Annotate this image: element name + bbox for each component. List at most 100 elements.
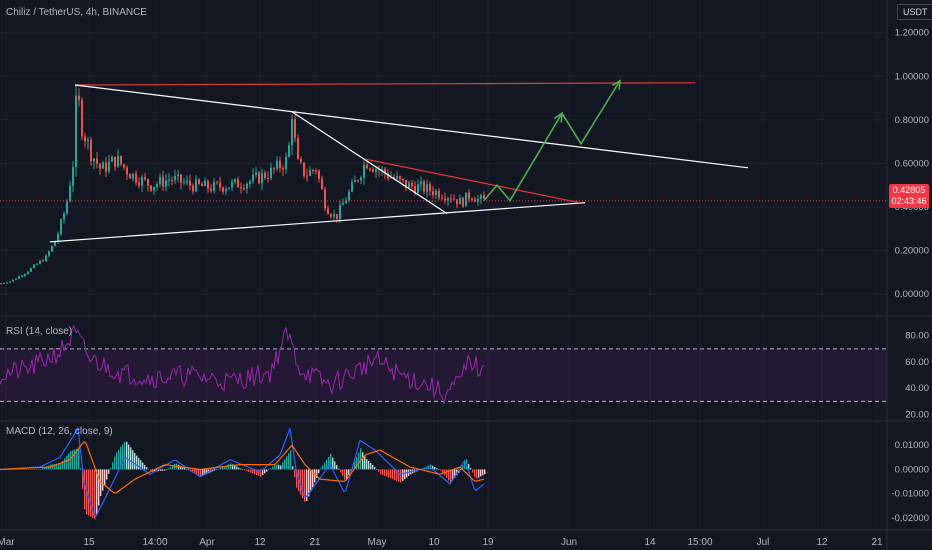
macd-histogram-bar [458, 469, 460, 473]
macd-histogram-bar [80, 468, 82, 470]
candle-body [468, 192, 470, 199]
y-tick-label: 40.00 [905, 383, 929, 394]
macd-histogram-bar [304, 469, 306, 502]
macd-histogram-bar [38, 468, 40, 470]
macd-histogram-bar [406, 469, 408, 478]
candle-body [429, 184, 431, 192]
macd-histogram-bar [372, 464, 374, 470]
macd-histogram-bar [236, 466, 238, 470]
candle-body [258, 172, 260, 184]
macd-histogram-bar [214, 469, 216, 471]
macd-histogram-bar [322, 465, 324, 470]
macd-histogram-bar [164, 469, 166, 471]
macd-histogram-bar [310, 469, 312, 492]
candle-body [240, 187, 242, 189]
macd-histogram-bar [30, 469, 32, 470]
macd-histogram-bar [64, 458, 66, 470]
macd-histogram-bar [362, 452, 364, 470]
macd-histogram-bar [140, 460, 142, 470]
macd-histogram-bar [62, 460, 64, 470]
y-tick-label: -0.02000 [891, 513, 929, 524]
short-downtrend-line [290, 110, 448, 215]
candle-body [48, 251, 50, 256]
macd-histogram-bar [264, 469, 266, 474]
macd-histogram-bar [440, 469, 442, 471]
candle-body [453, 199, 455, 201]
candle-body [303, 162, 305, 176]
y-tick-label: 80.00 [905, 331, 929, 342]
y-tick-label: 0.00000 [895, 289, 929, 300]
macd-histogram-bar [188, 469, 190, 471]
macd-histogram-bar [44, 467, 46, 470]
macd-histogram-bar [130, 447, 132, 470]
candle-body [420, 181, 422, 185]
currency-label[interactable]: USDT [897, 4, 932, 20]
macd-histogram-bar [60, 463, 62, 470]
candle-body [477, 198, 479, 202]
candle-body [45, 255, 47, 262]
candle-body [54, 241, 56, 246]
macd-histogram-bar [252, 469, 254, 474]
candle-body [12, 279, 14, 282]
candle-body [0, 283, 2, 285]
candle-body [213, 181, 215, 191]
macd-histogram-bar [106, 469, 108, 480]
macd-histogram-bar [110, 468, 112, 470]
candle-body [162, 176, 164, 187]
macd-histogram-bar [250, 469, 252, 473]
candle-body [210, 188, 212, 191]
candle-body [438, 190, 440, 198]
macd-histogram-bar [384, 469, 386, 476]
macd-histogram-bar [342, 469, 344, 477]
candle-body [243, 188, 245, 190]
macd-histogram-bar [104, 469, 106, 486]
x-tick-label: May [368, 537, 387, 548]
candle-body [426, 184, 428, 192]
macd-histogram-bar [324, 462, 326, 470]
macd-legend[interactable]: MACD (12, 26, close, 9) [6, 426, 113, 437]
macd-histogram-bar [206, 469, 208, 475]
x-tick-label: 21 [309, 537, 321, 548]
candle-body [276, 160, 278, 169]
candle-body [408, 182, 410, 189]
candle-body [402, 178, 404, 181]
candle-body [108, 161, 110, 172]
macd-histogram-bar [332, 457, 334, 470]
macd-histogram-bar [260, 469, 262, 477]
macd-histogram-bar [306, 469, 308, 502]
y-tick-label: 1.00000 [895, 71, 929, 82]
macd-histogram-bar [400, 469, 402, 483]
macd-histogram-bar [108, 469, 110, 474]
y-tick-label: 1.20000 [895, 28, 929, 39]
macd-histogram-bar [72, 450, 74, 470]
candle-body [147, 179, 149, 186]
macd-histogram-bar [354, 461, 356, 470]
macd-histogram-bar [302, 469, 304, 499]
macd-histogram-bar [114, 456, 116, 470]
macd-histogram-bar [436, 468, 438, 470]
rsi-legend[interactable]: RSI (14, close) [6, 326, 73, 337]
macd-histogram-bar [282, 462, 284, 470]
candle-body [390, 177, 392, 179]
candle-body [183, 182, 185, 184]
candle-body [198, 179, 200, 184]
macd-histogram-bar [370, 462, 372, 470]
macd-histogram-bar [122, 444, 124, 470]
macd-histogram-bar [126, 441, 128, 470]
macd-histogram-bar [56, 463, 58, 470]
macd-histogram-bar [392, 469, 394, 480]
macd-histogram-bar [142, 462, 144, 470]
x-tick-label: Mar [0, 537, 15, 548]
macd-histogram-bar [434, 467, 436, 470]
candle-body [444, 198, 446, 201]
macd-histogram-bar [70, 450, 72, 470]
macd-histogram-bar [200, 469, 202, 477]
macd-histogram-bar [266, 469, 268, 472]
macd-histogram-bar [216, 469, 218, 470]
macd-histogram-bar [472, 469, 474, 473]
candle-body [255, 172, 257, 175]
macd-histogram-bar [184, 468, 186, 470]
macd-histogram-bar [432, 465, 434, 470]
symbol-title[interactable]: Chiliz / TetherUS, 4h, BINANCE [6, 7, 147, 18]
